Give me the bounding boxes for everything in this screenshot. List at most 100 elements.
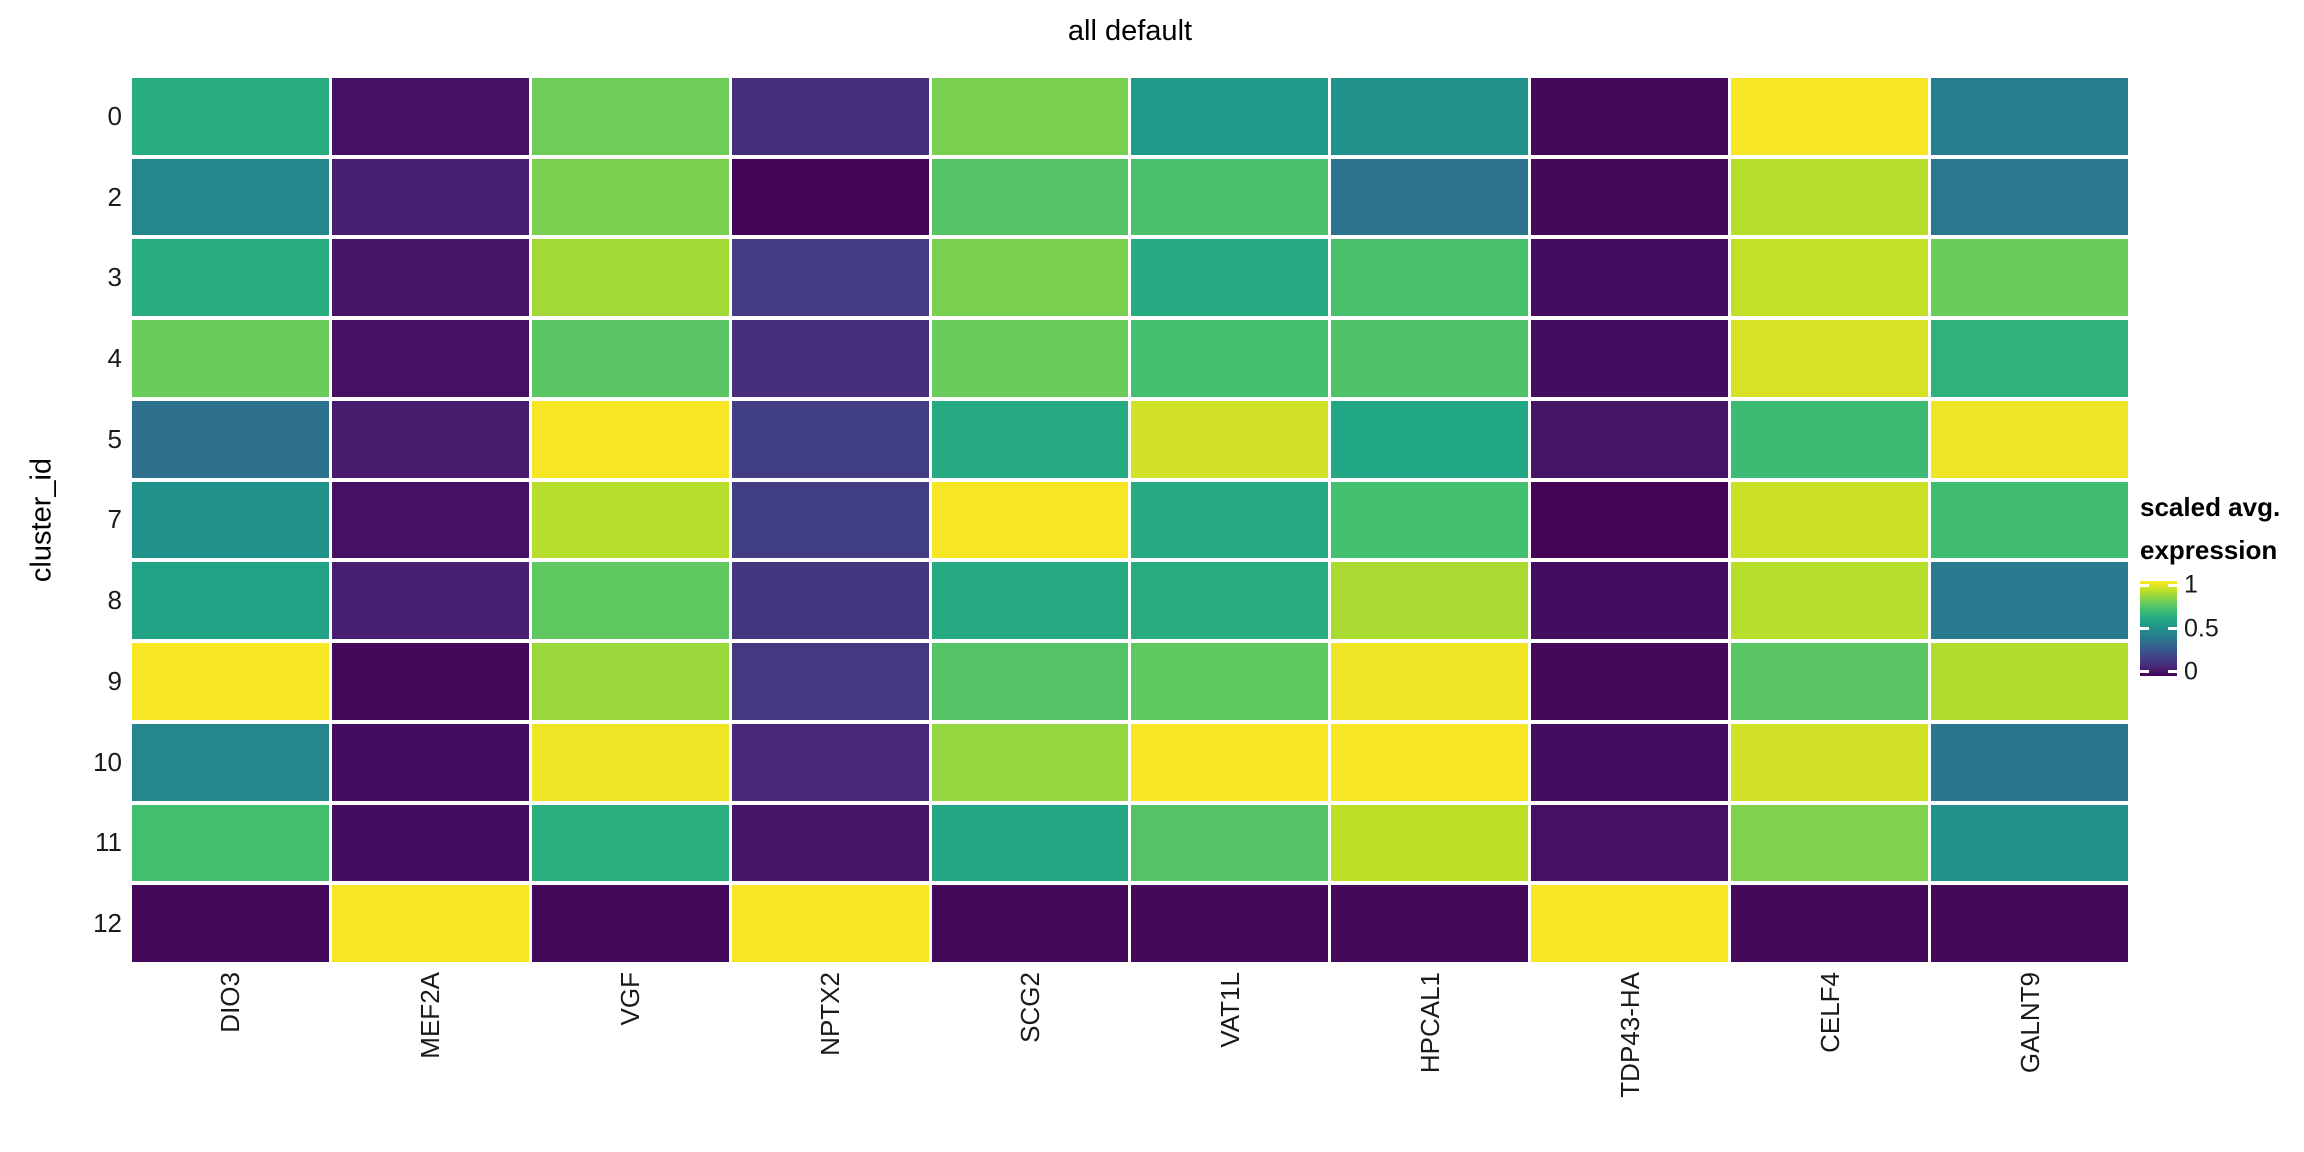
legend: scaled avg. expression 1 0.5 0	[2140, 492, 2304, 685]
y-tick-label: 7	[107, 504, 122, 535]
heatmap-cell	[931, 78, 1129, 155]
heatmap-cell	[1731, 562, 1929, 640]
heatmap-cell	[1931, 400, 2128, 478]
legend-title-line2: expression	[2140, 535, 2278, 565]
heatmap-cell	[132, 643, 329, 720]
legend-tick-dash	[2140, 670, 2149, 674]
heatmap-cell	[331, 723, 529, 801]
heatmap-cell	[1931, 885, 2128, 962]
heatmap-cell	[1931, 723, 2128, 801]
legend-tick-dash	[2168, 583, 2177, 587]
heatmap-cell	[331, 158, 529, 236]
heatmap-cell	[132, 723, 329, 801]
heatmap-cell	[1131, 320, 1329, 397]
heatmap-cell	[1931, 562, 2128, 640]
legend-bar-wrap: 1 0.5 0	[2140, 571, 2304, 685]
heatmap-cell	[731, 643, 929, 720]
heatmap-cell	[931, 643, 1129, 720]
heatmap-cell	[132, 562, 329, 640]
heatmap-cell	[1731, 481, 1929, 559]
x-tick-label: MEF2A	[415, 972, 446, 1059]
x-tick-label: DIO3	[215, 972, 246, 1033]
heatmap-cell	[731, 804, 929, 882]
heatmap-cell	[731, 320, 929, 397]
heatmap-cell	[331, 804, 529, 882]
heatmap-cell	[331, 400, 529, 478]
heatmap-cell	[1531, 723, 1729, 801]
heatmap-cell	[132, 400, 329, 478]
heatmap-cell	[731, 562, 929, 640]
heatmap-cell	[1331, 158, 1529, 236]
heatmap-cell	[1731, 723, 1929, 801]
heatmap-cell	[1331, 320, 1529, 397]
heatmap-cell	[1731, 239, 1929, 317]
heatmap-cell	[1731, 158, 1929, 236]
heatmap-cell	[1131, 239, 1329, 317]
heatmap-cell	[1131, 562, 1329, 640]
heatmap-cell	[931, 320, 1129, 397]
heatmap-cell	[531, 643, 729, 720]
heatmap-cell	[931, 239, 1129, 317]
heatmap-cell	[132, 804, 329, 882]
heatmap-cell	[1931, 320, 2128, 397]
y-tick-label: 9	[107, 665, 122, 696]
heatmap-cell	[531, 562, 729, 640]
legend-tick-dash	[2168, 670, 2177, 674]
heatmap-cell	[1131, 78, 1329, 155]
legend-tick-dash	[2140, 627, 2149, 630]
y-tick-label: 11	[95, 827, 122, 858]
heatmap-cell	[1731, 400, 1929, 478]
heatmap-cell	[931, 158, 1129, 236]
legend-tick-label: 1	[2184, 570, 2198, 599]
heatmap-cell	[331, 320, 529, 397]
heatmap-cell	[731, 723, 929, 801]
heatmap-cell	[1131, 885, 1329, 962]
y-tick-label: 0	[107, 100, 122, 131]
heatmap-cell	[531, 481, 729, 559]
x-tick-label: CELF4	[1814, 972, 1845, 1053]
heatmap-cell	[1731, 78, 1929, 155]
heatmap-cell	[1131, 481, 1329, 559]
heatmap-cell	[132, 481, 329, 559]
heatmap-grid	[132, 78, 2128, 962]
heatmap-cell	[531, 158, 729, 236]
heatmap-cell	[1131, 804, 1329, 882]
y-tick-label: 10	[93, 746, 122, 777]
heatmap-cell	[931, 723, 1129, 801]
heatmap-cell	[1331, 643, 1529, 720]
heatmap-cell	[1931, 804, 2128, 882]
x-tick-label: TDP43-HA	[1614, 972, 1645, 1098]
heatmap-cell	[1131, 400, 1329, 478]
heatmap-cell	[1131, 158, 1329, 236]
heatmap-cell	[1931, 78, 2128, 155]
x-tick-label: HPCAL1	[1414, 972, 1445, 1074]
heatmap-cell	[132, 158, 329, 236]
heatmap-cell	[1531, 643, 1729, 720]
heatmap-cell	[1731, 885, 1929, 962]
legend-tick-dash	[2140, 583, 2149, 587]
chart-title: all default	[1067, 15, 1193, 47]
heatmap-cell	[1331, 78, 1529, 155]
y-tick-label: 3	[107, 262, 122, 293]
heatmap-cell	[1531, 320, 1729, 397]
heatmap-cell	[132, 239, 329, 317]
heatmap-cell	[132, 885, 329, 962]
y-tick-label: 8	[107, 585, 122, 616]
heatmap-cell	[531, 885, 729, 962]
heatmap-cell	[1531, 400, 1729, 478]
legend-title-line1: scaled avg.	[2140, 492, 2281, 522]
heatmap-cell	[1131, 643, 1329, 720]
x-tick-label: VAT1L	[1214, 972, 1245, 1048]
heatmap-cell	[1931, 643, 2128, 720]
heatmap-cell	[1931, 239, 2128, 317]
heatmap-cell	[331, 239, 529, 317]
heatmap-cell	[931, 562, 1129, 640]
y-tick-label: 4	[107, 343, 122, 374]
heatmap-cell	[1731, 643, 1929, 720]
y-tick-label: 2	[107, 181, 122, 212]
legend-tick-dash	[2168, 627, 2177, 630]
heatmap-cell	[931, 481, 1129, 559]
x-tick-label: NPTX2	[815, 972, 846, 1056]
x-tick-label: GALNT9	[2014, 972, 2045, 1074]
heatmap-cell	[531, 804, 729, 882]
